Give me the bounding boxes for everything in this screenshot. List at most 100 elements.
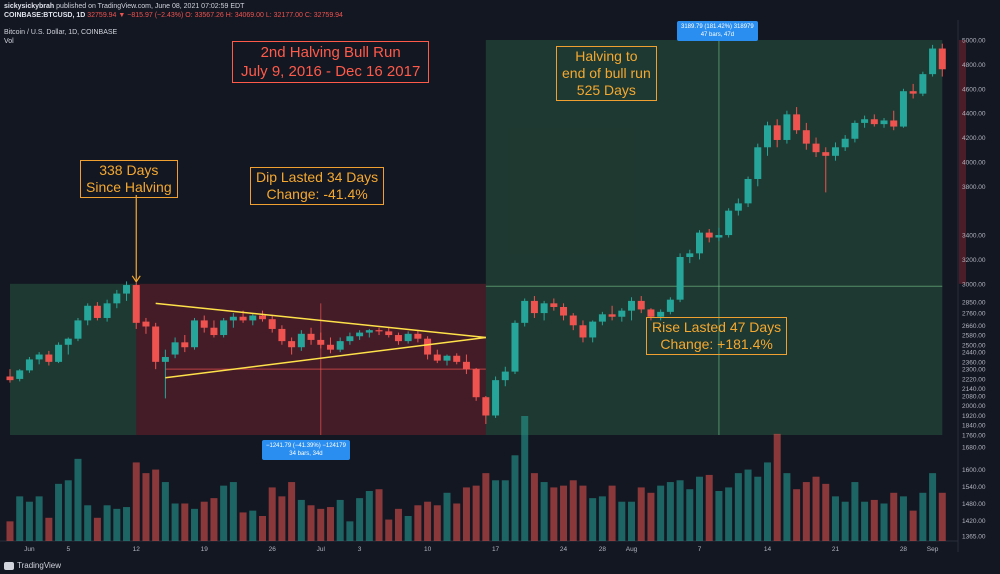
candle-body-21 [210, 327, 218, 336]
volume-bar-55 [540, 482, 548, 541]
volume-bar-0 [6, 521, 14, 541]
volume-bar-66 [647, 492, 655, 541]
candle-body-6 [64, 338, 72, 345]
publish-info: sickysickybrah published on TradingView.… [4, 2, 244, 11]
volume-bar-92 [899, 496, 907, 541]
last-price: 32759.94 [87, 12, 117, 19]
y-tick-label-2: 1480.00 [962, 501, 986, 508]
symbol-label: COINBASE:BTCUSD, 1D [4, 12, 86, 19]
candle-body-38 [375, 330, 383, 332]
candle-body-15 [152, 326, 160, 362]
candle-body-28 [278, 328, 286, 342]
price-change: ▼ −815.97 (−2.43%) [118, 12, 184, 19]
rise-line-1: Rise Lasted 47 Days [652, 319, 782, 335]
candle-body-0 [6, 376, 14, 381]
dip-measure-label: −1241.79 (−41.39%) −124179 34 bars, 34d [262, 440, 350, 460]
candle-body-44 [433, 354, 441, 361]
volume-bar-41 [404, 516, 412, 541]
volume-bar-71 [696, 476, 704, 541]
candle-body-85 [831, 147, 839, 156]
candle-body-55 [540, 303, 548, 314]
x-tick-label-1: 5 [66, 546, 70, 553]
candle-body-70 [686, 253, 694, 258]
volume-bar-45 [443, 492, 451, 541]
y-tick-label-27: 4400.00 [962, 111, 986, 118]
volume-bar-60 [589, 498, 597, 541]
candle-body-79 [773, 125, 781, 140]
x-tick-label-12: 7 [698, 546, 702, 553]
candle-body-94 [919, 74, 927, 94]
tradingview-logo[interactable]: TradingView [4, 561, 61, 570]
x-tick-label-15: 28 [900, 546, 908, 553]
volume-bar-29 [288, 482, 296, 541]
candle-body-14 [142, 321, 150, 327]
y-tick-label-22: 3200.00 [962, 257, 986, 264]
y-tick-label-6: 1760.00 [962, 433, 986, 440]
trendline-1 [165, 336, 486, 379]
y-tick-label-4: 1600.00 [962, 467, 986, 474]
volume-label: Vol [4, 38, 14, 45]
candle-body-48 [472, 369, 480, 398]
candle-body-87 [851, 122, 859, 139]
halving-end-annotation: Halving to end of bull run 525 Days [556, 46, 657, 101]
candle-body-61 [598, 314, 606, 322]
y-tick-label-0: 1365.00 [962, 534, 986, 541]
volume-bar-25 [249, 510, 257, 541]
candle-body-5 [55, 344, 63, 362]
volume-bar-49 [482, 473, 490, 541]
volume-bar-76 [744, 469, 752, 541]
candle-body-93 [909, 91, 917, 94]
volume-bar-89 [870, 499, 878, 541]
dip-annotation: Dip Lasted 34 Days Change: -41.4% [250, 167, 385, 205]
volume-bar-61 [598, 496, 606, 541]
candle-body-96 [938, 48, 946, 70]
candle-body-54 [530, 300, 538, 314]
volume-bar-33 [326, 507, 334, 541]
publisher-name[interactable]: sickysickybrah [4, 3, 55, 10]
volume-bar-42 [414, 505, 422, 541]
volume-bar-59 [579, 485, 587, 541]
candle-body-41 [404, 333, 412, 342]
volume-bar-3 [35, 496, 43, 541]
volume-bar-12 [123, 507, 131, 541]
y-tick-label-20: 2850.00 [962, 300, 986, 307]
volume-bar-13 [132, 462, 140, 541]
volume-bar-67 [657, 485, 665, 541]
x-tick-label-16: Sep [927, 546, 939, 553]
y-tick-label-12: 2220.00 [962, 376, 986, 383]
candle-body-64 [628, 300, 636, 311]
y-tick-label-9: 2000.00 [962, 403, 986, 410]
candle-body-10 [103, 303, 111, 318]
title-annotation: 2nd Halving Bull Run July 9, 2016 - Dec … [232, 41, 430, 83]
volume-bar-54 [530, 473, 538, 541]
candle-body-20 [200, 320, 208, 328]
candle-body-22 [220, 320, 228, 336]
volume-bar-96 [938, 492, 946, 541]
y-tick-label-17: 2580.00 [962, 333, 986, 340]
volume-bar-22 [220, 485, 228, 541]
volume-bar-62 [608, 485, 616, 541]
y-tick-label-16: 2500.00 [962, 342, 986, 349]
volume-bar-79 [773, 433, 781, 541]
dip-line-2: Change: -41.4% [266, 186, 368, 202]
volume-bar-23 [229, 482, 237, 541]
y-tick-label-21: 3000.00 [962, 281, 986, 288]
candle-body-29 [288, 341, 296, 348]
candle-body-7 [74, 320, 82, 339]
x-tick-label-10: 28 [599, 546, 607, 553]
x-tick-label-3: 19 [201, 546, 209, 553]
dip-line-1: Dip Lasted 34 Days [256, 169, 379, 185]
volume-bar-2 [25, 501, 33, 541]
volume-bar-80 [783, 473, 791, 541]
volume-bar-93 [909, 510, 917, 541]
pane-title: Bitcoin / U.S. Dollar, 1D, COINBASE [4, 29, 118, 36]
volume-bar-44 [433, 505, 441, 541]
volume-bar-8 [84, 505, 92, 541]
volume-bar-30 [297, 499, 305, 541]
volume-bar-81 [793, 489, 801, 541]
halving-end-line-1: Halving to [575, 48, 638, 64]
volume-bar-50 [492, 480, 500, 541]
candle-body-18 [181, 342, 189, 348]
